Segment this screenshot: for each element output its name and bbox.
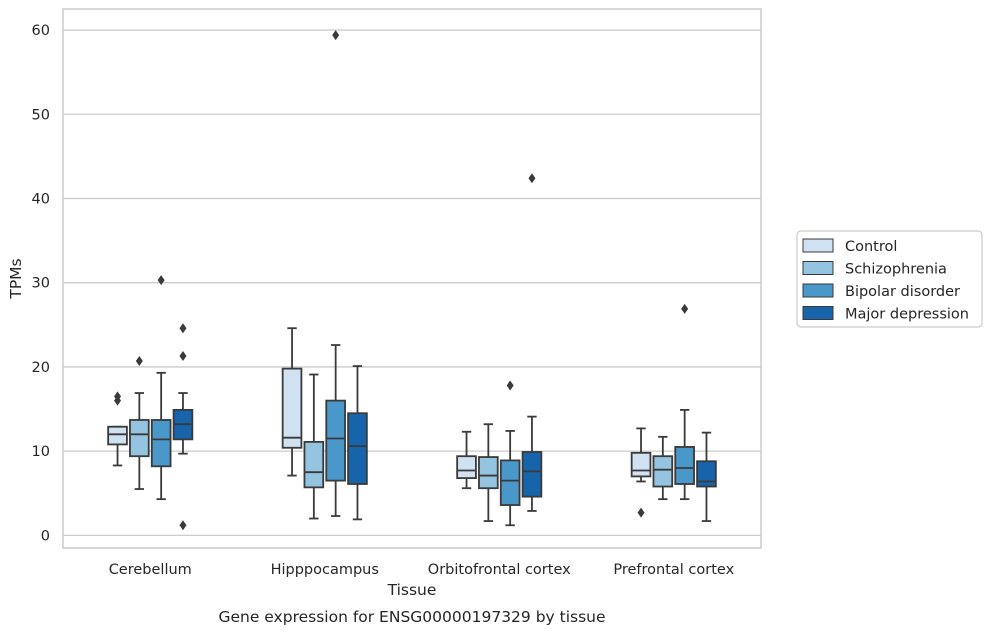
outlier-point: [157, 275, 165, 286]
outlier-point: [179, 350, 187, 361]
box: [150, 275, 172, 501]
box-iqr: [630, 451, 652, 478]
y-axis-label: TPMs: [7, 258, 25, 299]
x-tick-label: Hipppocampus: [271, 562, 379, 578]
box-iqr: [129, 419, 150, 458]
y-tick-label: 20: [32, 360, 50, 376]
x-axis-label: Tissue: [387, 581, 437, 599]
legend: Control Schizophrenia Bipolar disorder Majo…: [796, 230, 983, 328]
box-iqr: [521, 451, 543, 498]
legend-swatch: [802, 306, 834, 320]
y-tick-labels: 0 10 20 30 40 50 60: [32, 23, 50, 544]
legend-frame: [796, 230, 983, 328]
box-iqr: [456, 455, 477, 479]
series-major-depression: [172, 173, 717, 531]
legend-swatch: [802, 283, 834, 298]
box: [172, 323, 194, 531]
box: [499, 380, 521, 527]
legend-swatch: [802, 261, 834, 275]
series-bipolar-disorder: [150, 30, 695, 527]
outlier-point: [637, 507, 645, 518]
legend-label: Bipolar disorder: [845, 284, 960, 300]
box-iqr: [281, 367, 303, 449]
y-tick-label: 40: [32, 191, 50, 207]
outlier-point: [135, 356, 143, 367]
box: [521, 173, 543, 512]
box: [107, 391, 128, 467]
outlier-point: [681, 303, 689, 314]
x-tick-label: Cerebellum: [109, 562, 192, 578]
box: [674, 303, 695, 501]
x-tick-labels: Cerebellum Hipppocampus Orbitofrontal cort…: [109, 562, 735, 578]
box: [347, 365, 368, 521]
chart-caption: Gene expression for ENSG00000197329 by t…: [218, 608, 605, 626]
y-tick-label: 30: [32, 276, 50, 292]
box: [630, 427, 652, 518]
outlier-point: [528, 173, 536, 184]
box: [456, 430, 477, 490]
legend-label: Schizophrenia: [845, 262, 947, 278]
box-iqr: [499, 459, 521, 506]
box-iqr: [303, 440, 325, 489]
box: [325, 30, 346, 517]
box-iqr: [652, 455, 674, 488]
box: [281, 327, 303, 477]
y-tick-label: 0: [41, 528, 50, 544]
y-tick-label: 60: [32, 23, 50, 39]
outlier-point: [114, 391, 122, 402]
outlier-point: [179, 520, 187, 531]
plot-frame: [62, 8, 762, 549]
box-iqr: [696, 460, 717, 488]
x-tick-label: Orbitofrontal cortex: [428, 562, 571, 578]
box-iqr: [325, 399, 346, 482]
outlier-point: [179, 323, 187, 334]
outlier-point: [332, 30, 340, 41]
box-groups: [107, 30, 717, 531]
x-tick-label: Prefrontal cortex: [613, 562, 734, 578]
box-iqr: [150, 419, 172, 468]
box: [303, 373, 325, 520]
box-iqr: [347, 412, 368, 485]
box: [652, 435, 674, 501]
box: [696, 431, 717, 522]
box-iqr: [107, 425, 128, 446]
box: [478, 423, 499, 522]
legend-label: Control: [845, 239, 897, 255]
legend-swatch: [802, 238, 834, 253]
y-tick-label: 50: [32, 107, 50, 123]
y-tick-label: 10: [32, 444, 50, 460]
outlier-point: [506, 380, 514, 391]
box: [129, 356, 150, 490]
series-schizophrenia: [129, 356, 674, 522]
box-iqr: [674, 446, 695, 485]
series-control: [107, 327, 652, 518]
gridlines: [63, 29, 761, 537]
box-iqr: [478, 456, 499, 490]
legend-label: Major depression: [845, 307, 969, 323]
